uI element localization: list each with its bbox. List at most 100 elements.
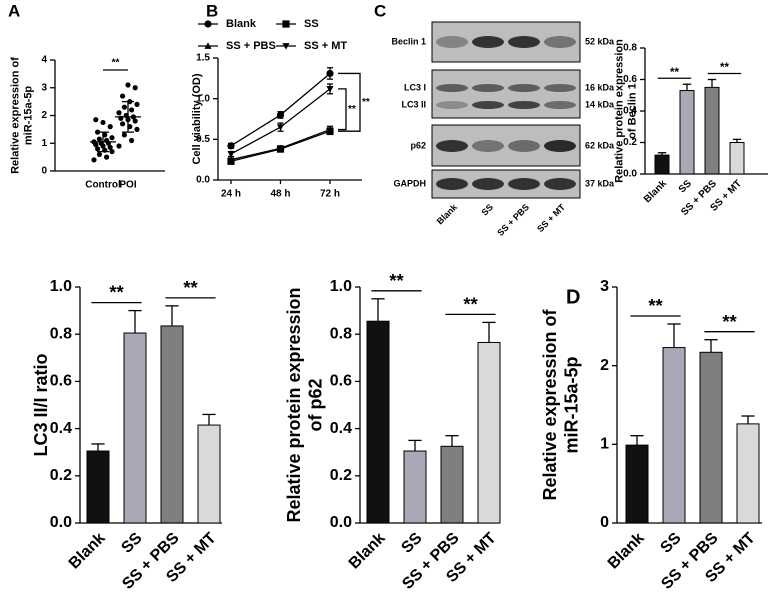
blot-row-label: Beclin 1 bbox=[391, 36, 426, 46]
bar bbox=[625, 444, 649, 524]
significance-label: ** bbox=[463, 293, 478, 314]
data-point bbox=[107, 144, 113, 151]
y-tick-label: 0.0 bbox=[196, 175, 210, 186]
y-axis-label: Relative protein expression bbox=[613, 39, 625, 183]
y-tick-label: 1 bbox=[600, 436, 609, 453]
panel-label: A bbox=[8, 1, 20, 20]
marker bbox=[326, 86, 334, 93]
y-tick-label: 2 bbox=[41, 110, 47, 121]
blot-band bbox=[472, 36, 504, 48]
significance-label: ** bbox=[109, 282, 124, 303]
data-point bbox=[116, 143, 122, 149]
panel-label: B bbox=[206, 1, 218, 20]
y-tick-label: 1.5 bbox=[196, 53, 210, 64]
data-point bbox=[134, 101, 140, 107]
data-point bbox=[134, 126, 140, 132]
y-tick-label: 0.6 bbox=[330, 373, 352, 390]
y-tick-label: 1 bbox=[41, 138, 47, 149]
x-tick-label: 72 h bbox=[320, 189, 340, 200]
blot-band bbox=[508, 178, 540, 190]
y-axis-label: miR-15a-5p bbox=[562, 356, 582, 453]
marker bbox=[282, 43, 290, 50]
blot-size-label: 52 kDa bbox=[585, 36, 615, 46]
bar bbox=[704, 86, 720, 175]
y-axis-label: of p62 bbox=[306, 378, 326, 431]
significance-bracket bbox=[338, 72, 361, 132]
data-point bbox=[129, 107, 135, 113]
marker bbox=[227, 156, 235, 163]
y-tick-label: 0 bbox=[41, 166, 47, 177]
bar bbox=[366, 320, 390, 524]
y-axis-label: Relative expression of bbox=[9, 57, 21, 174]
y-tick-label: 0.2 bbox=[330, 467, 352, 484]
blot-band bbox=[508, 84, 540, 92]
blot-band bbox=[544, 140, 576, 152]
data-point bbox=[120, 93, 126, 99]
y-tick-label: 0.2 bbox=[50, 467, 72, 484]
x-tick-label: Control bbox=[85, 180, 121, 191]
blot-size-label: 14 kDa bbox=[585, 99, 615, 109]
legend-label: Blank bbox=[226, 18, 257, 30]
significance-label: ** bbox=[112, 58, 120, 69]
blot-size-label: 37 kDa bbox=[585, 178, 615, 188]
marker bbox=[276, 144, 285, 152]
data-point bbox=[107, 124, 113, 130]
data-point bbox=[120, 121, 126, 127]
blot-band bbox=[472, 178, 504, 190]
data-point bbox=[91, 157, 97, 163]
data-point bbox=[116, 110, 122, 116]
bar bbox=[477, 341, 501, 524]
bar bbox=[86, 450, 110, 524]
significance-label: ** bbox=[183, 277, 198, 298]
blot-band bbox=[472, 84, 504, 92]
blot-band bbox=[544, 84, 576, 92]
marker bbox=[204, 20, 212, 28]
y-tick-label: 0.4 bbox=[330, 420, 352, 437]
blot-band bbox=[508, 140, 540, 152]
marker bbox=[276, 111, 285, 119]
significance-label: ** bbox=[362, 97, 370, 108]
data-point bbox=[132, 118, 138, 124]
blot-row-label: LC3 II bbox=[401, 99, 426, 109]
data-point bbox=[121, 104, 127, 110]
marker bbox=[276, 124, 285, 131]
data-point bbox=[100, 119, 106, 126]
blot-band bbox=[436, 84, 468, 92]
y-tick-label: 1.0 bbox=[50, 278, 72, 295]
blot-band bbox=[508, 101, 540, 109]
bar bbox=[123, 332, 147, 524]
bar bbox=[654, 154, 670, 175]
bar bbox=[403, 450, 427, 524]
marker bbox=[227, 142, 235, 150]
y-tick-label: 3 bbox=[41, 82, 47, 93]
blot-band bbox=[436, 178, 468, 190]
significance-label: ** bbox=[389, 270, 404, 291]
panel-label: D bbox=[566, 286, 580, 308]
y-tick-label: 0.6 bbox=[50, 373, 72, 390]
legend-label: SS + MT bbox=[304, 40, 347, 52]
data-point bbox=[93, 117, 99, 123]
blot-band bbox=[436, 36, 468, 48]
y-axis-label: Relative protein expression bbox=[284, 287, 304, 522]
y-tick-label: 4 bbox=[41, 55, 47, 66]
blot-band bbox=[436, 101, 468, 109]
y-tick-label: 0.8 bbox=[623, 43, 637, 54]
blot-row-label: p62 bbox=[410, 140, 426, 150]
y-tick-label: 2 bbox=[600, 357, 609, 374]
y-tick-label: 0.4 bbox=[50, 420, 72, 437]
x-tick-label: 48 h bbox=[270, 189, 290, 200]
x-tick-label: 24 h bbox=[221, 189, 241, 200]
data-point bbox=[104, 154, 110, 160]
significance-label: ** bbox=[648, 295, 663, 316]
data-point bbox=[96, 136, 102, 142]
marker bbox=[326, 125, 334, 133]
data-point bbox=[129, 137, 135, 144]
y-tick-label: 0.6 bbox=[623, 74, 637, 85]
blot-frame bbox=[431, 21, 581, 63]
blot-band bbox=[544, 101, 576, 109]
data-point bbox=[132, 85, 138, 91]
x-tick-label: POI bbox=[119, 180, 136, 191]
data-point bbox=[121, 132, 127, 138]
y-tick-label: 0.0 bbox=[330, 514, 352, 531]
blot-band bbox=[472, 101, 504, 109]
